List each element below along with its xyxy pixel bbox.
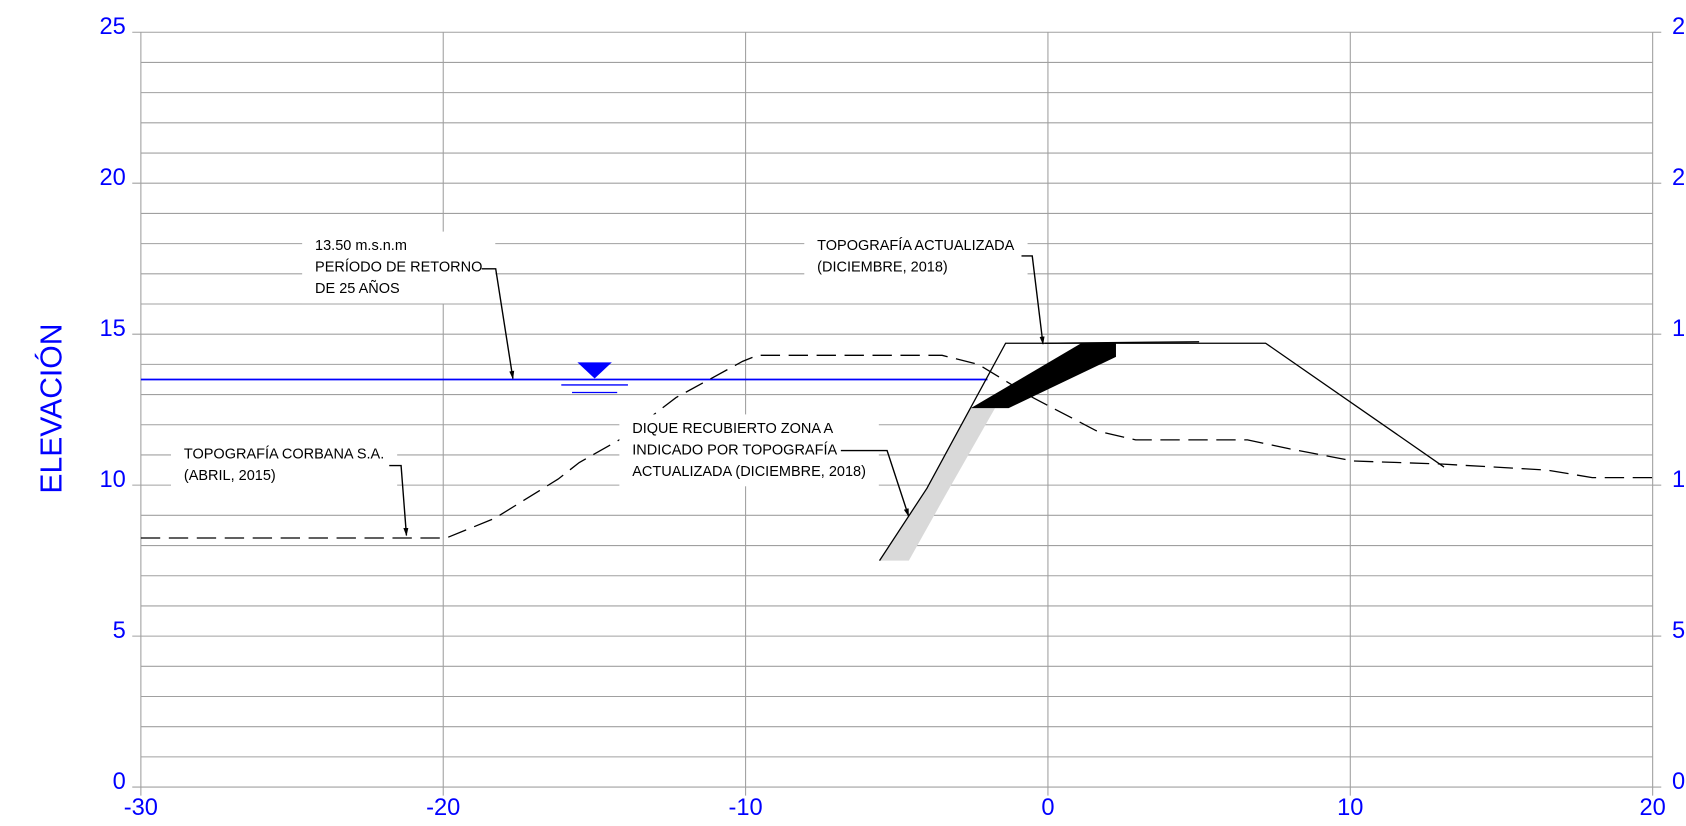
y-tick-label: 0: [113, 769, 126, 795]
x-tick-label: -20: [426, 795, 460, 821]
annotations: 13.50 m.s.n.m PERÍODO DE RETORNO DE 25 AÑO…: [170, 230, 1045, 537]
area: [970, 343, 1116, 409]
y2-tick-label: 20: [1672, 165, 1686, 191]
annotation-text: (ABRIL, 2015): [184, 468, 276, 484]
y2-tick-label: 25: [1672, 14, 1686, 40]
leader-line: [389, 464, 409, 537]
marks: [140, 341, 1653, 561]
y2-tick-label: 5: [1672, 618, 1685, 644]
water-triangle: [577, 362, 612, 379]
annotation-text: TOPOGRAFÍA ACTUALIZADA: [817, 237, 1014, 254]
line: [1044, 341, 1200, 344]
line: [140, 354, 1653, 539]
y-tick-label: 15: [100, 316, 126, 342]
annotation-background: [302, 231, 496, 304]
water-symbol: [561, 362, 628, 394]
annotation-background: [804, 230, 1028, 283]
x-tick-label: -30: [124, 795, 158, 821]
y-axis-title: ELEVACIÓN: [36, 324, 69, 494]
annotation-text: INDICADO POR TOPOGRAFÍA: [632, 441, 837, 458]
annotation-text: (DICIEMBRE, 2018): [817, 260, 948, 276]
x-tick-label: 10: [1337, 795, 1363, 821]
annotation-text: DIQUE RECUBIERTO ZONA A: [632, 421, 833, 437]
y-tick-label: 5: [113, 618, 126, 644]
y2-tick-label: 10: [1672, 467, 1686, 493]
y-tick-label: 25: [100, 14, 126, 40]
leader-line: [481, 268, 515, 380]
annotation-text: 13.50 m.s.n.m: [315, 238, 407, 254]
leader-line: [1021, 255, 1045, 345]
x-tick-label: 20: [1640, 795, 1666, 821]
line: [878, 342, 1445, 561]
annotation-text: ACTUALIZADA (DICIEMBRE, 2018): [632, 464, 866, 480]
annotation-text: TOPOGRAFÍA CORBANA S.A.: [184, 446, 384, 463]
y-tick-label: 10: [100, 467, 126, 493]
x-tick-label: 0: [1041, 795, 1054, 821]
x-tick-label: -10: [728, 795, 762, 821]
annotation-text: DE 25 AÑOS: [315, 280, 400, 297]
annotation-text: PERÍODO DE RETORNO: [315, 259, 482, 276]
area: [879, 408, 996, 561]
y2-tick-label: 0: [1672, 769, 1685, 795]
y2-tick-label: 15: [1672, 316, 1686, 342]
leader-line: [840, 449, 910, 517]
grid: 0 5 10 15 20 25 0 5 10 15 20 25 -30 -20 -10 0 10 20: [100, 14, 1686, 821]
annotation-background: [619, 414, 879, 487]
y-tick-label: 20: [100, 165, 126, 191]
annotation-background: [170, 439, 398, 491]
